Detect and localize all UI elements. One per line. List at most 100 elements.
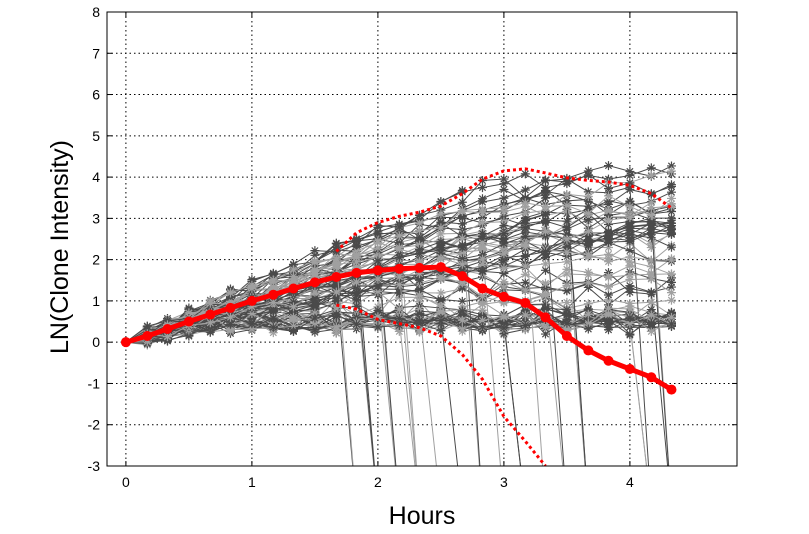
trace-point xyxy=(310,246,320,256)
trace-line xyxy=(125,316,459,466)
trace-point xyxy=(499,203,509,213)
trace-point xyxy=(310,318,320,328)
trace-line xyxy=(125,213,565,466)
trace-point xyxy=(520,215,530,225)
trace-point xyxy=(247,283,257,293)
trace-point xyxy=(414,325,424,335)
mean-point xyxy=(225,302,236,313)
mean-point xyxy=(246,295,257,306)
trace-point xyxy=(414,309,424,319)
trace-point xyxy=(457,254,467,264)
trace-point xyxy=(477,299,487,309)
trace-point xyxy=(268,328,278,338)
trace-point xyxy=(603,196,613,206)
trace-point xyxy=(247,319,257,329)
trace-point xyxy=(583,299,593,309)
x-tick-label: 0 xyxy=(122,474,130,490)
mean-point xyxy=(268,289,279,300)
mean-point xyxy=(457,271,468,282)
trace-point xyxy=(520,239,530,249)
trace-point xyxy=(562,224,572,234)
trace-point xyxy=(646,239,656,249)
y-tick-label: 4 xyxy=(92,169,100,185)
trace-point xyxy=(540,265,550,275)
trace-point xyxy=(583,170,593,180)
trace-point xyxy=(540,253,550,263)
y-tick-label: 1 xyxy=(92,293,100,309)
trace-point xyxy=(477,310,487,320)
trace-point xyxy=(520,223,530,233)
trace-point xyxy=(457,187,467,197)
trace-point xyxy=(288,326,298,336)
mean-point xyxy=(142,330,153,341)
trace-point xyxy=(394,320,404,330)
trace-point xyxy=(499,228,509,238)
trace-point xyxy=(666,255,676,265)
trace-point xyxy=(310,256,320,266)
mean-point xyxy=(603,355,614,366)
trace-point xyxy=(603,219,613,229)
trace-point xyxy=(394,284,404,294)
y-tick-label: -3 xyxy=(88,458,101,474)
trace-point xyxy=(562,257,572,267)
trace-point xyxy=(499,234,509,244)
trace-point xyxy=(540,201,550,211)
trace-point xyxy=(394,272,404,282)
trace-point xyxy=(414,210,424,220)
trace-line xyxy=(125,189,481,466)
trace-point xyxy=(310,313,320,323)
trace-point xyxy=(583,324,593,334)
trace-point xyxy=(562,247,572,257)
trace-point xyxy=(520,269,530,279)
trace-point xyxy=(520,169,530,179)
trace-point xyxy=(603,309,613,319)
trace-point xyxy=(520,251,530,261)
trace-point xyxy=(646,318,656,328)
mean-point xyxy=(583,345,594,356)
trace-point xyxy=(288,314,298,324)
trace-point xyxy=(646,230,656,240)
trace-line xyxy=(125,309,522,466)
trace-point xyxy=(373,221,383,231)
trace-point xyxy=(288,302,298,312)
trace-point xyxy=(414,240,424,250)
y-tick-label: 7 xyxy=(92,45,100,61)
trace-point xyxy=(331,287,341,297)
trace-point xyxy=(666,308,676,318)
trace-point xyxy=(603,205,613,215)
trace-point xyxy=(562,216,572,226)
trace-point xyxy=(331,280,341,290)
trace-point xyxy=(499,185,509,194)
trace-point xyxy=(288,265,298,275)
trace-point xyxy=(603,237,613,247)
trace-point xyxy=(331,310,341,320)
trace-point xyxy=(477,292,487,302)
trace-point xyxy=(477,194,487,204)
trace-point xyxy=(436,274,446,284)
trace-point xyxy=(373,312,383,322)
trace-point xyxy=(499,263,509,273)
bound-series xyxy=(335,167,673,466)
mean-point xyxy=(331,271,342,282)
mean-point xyxy=(183,316,194,327)
trace-point xyxy=(583,226,593,236)
trace-point xyxy=(499,268,509,278)
trace-point xyxy=(499,298,509,308)
trace-point xyxy=(666,282,676,292)
trace-point xyxy=(562,325,572,335)
trace-point xyxy=(414,218,424,228)
trace-point xyxy=(205,298,215,308)
trace-point xyxy=(540,303,550,313)
trace-point xyxy=(268,322,278,332)
trace-point xyxy=(666,288,676,298)
trace-point xyxy=(288,259,298,269)
trace-point xyxy=(520,185,530,195)
trace-point xyxy=(310,300,320,310)
trace-point xyxy=(225,312,235,322)
trace-point xyxy=(477,315,487,325)
trace-point xyxy=(540,322,550,332)
trace-point xyxy=(499,317,509,327)
trace-point xyxy=(268,269,278,279)
trace-point xyxy=(436,196,446,206)
trace-point xyxy=(666,187,676,197)
